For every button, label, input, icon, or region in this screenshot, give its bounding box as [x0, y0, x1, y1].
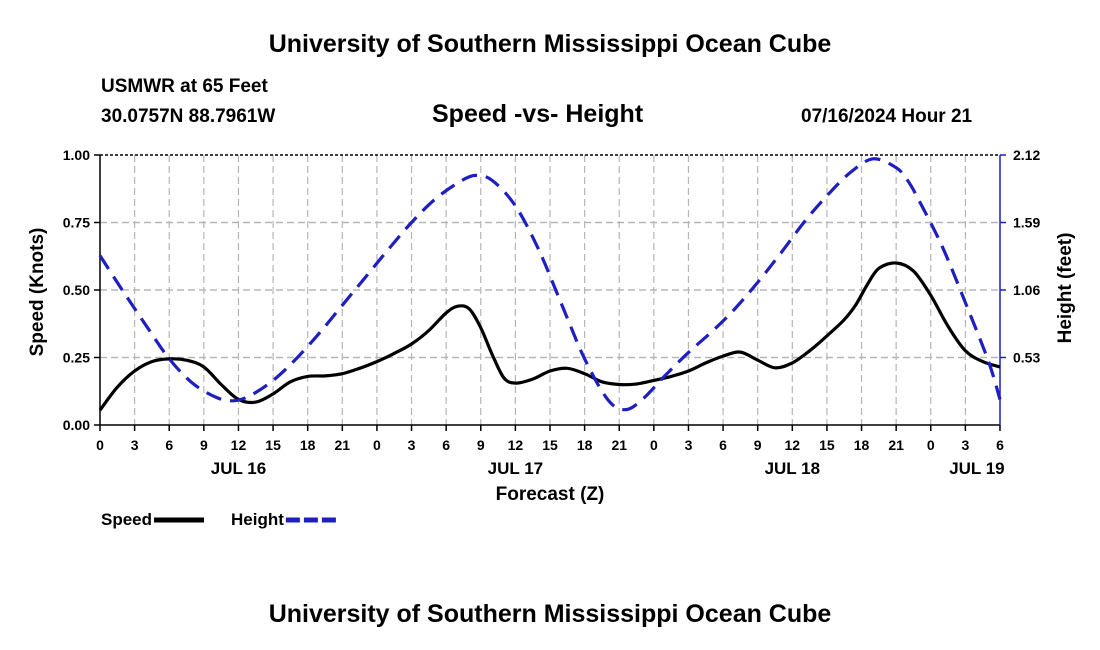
x-tick-label: 15 — [819, 437, 835, 453]
legend: Speed Height — [101, 510, 336, 529]
x-tick-label: 12 — [231, 437, 247, 453]
chart-title: Speed -vs- Height — [432, 100, 644, 128]
x-tick-label: 21 — [611, 437, 627, 453]
axis-ticks: 0 3 6 9 12 15 18 21 0 3 6 9 12 15 18 21 0 3 6 9 12 15 18 21 0 3 6 J… — [63, 147, 1041, 478]
x-tick-label: 18 — [854, 437, 870, 453]
y2-tick-label: 1.06 — [1013, 282, 1040, 298]
x-tick-label: 0 — [373, 437, 381, 453]
y2-tick-label: 1.59 — [1013, 215, 1040, 231]
x-tick-label: 6 — [719, 437, 727, 453]
y-tick-label: 0.50 — [63, 282, 90, 298]
page-title: University of Southern Mississippi Ocean… — [268, 30, 832, 58]
station-coordinates: 30.0757N 88.7961W — [101, 106, 276, 127]
date-label: JUL 16 — [211, 459, 266, 478]
x-tick-label: 21 — [335, 437, 351, 453]
x-tick-label: 18 — [577, 437, 593, 453]
x-tick-label: 0 — [96, 437, 104, 453]
y2-tick-label: 2.12 — [1013, 147, 1040, 163]
x-tick-label: 18 — [300, 437, 316, 453]
y-tick-label: 0.75 — [63, 215, 90, 231]
x-tick-label: 6 — [996, 437, 1004, 453]
date-label: JUL 17 — [488, 459, 543, 478]
x-axis-title: Forecast (Z) — [496, 484, 605, 505]
y-axis-title: Speed (Knots) — [27, 228, 48, 357]
series-lines — [98, 157, 1002, 412]
x-tick-label: 12 — [785, 437, 801, 453]
grid-lines — [100, 155, 1000, 425]
footer-title: University of Southern Mississippi Ocean… — [268, 600, 832, 628]
series-speed-line — [98, 261, 1001, 412]
x-tick-label: 0 — [927, 437, 935, 453]
x-tick-label: 15 — [542, 437, 558, 453]
x-tick-label: 12 — [508, 437, 524, 453]
x-tick-label: 6 — [165, 437, 173, 453]
legend-label-height: Height — [231, 510, 284, 529]
x-tick-label: 3 — [685, 437, 693, 453]
x-tick-label: 9 — [754, 437, 762, 453]
x-tick-label: 21 — [888, 437, 904, 453]
x-tick-label: 9 — [200, 437, 208, 453]
date-label: JUL 18 — [765, 459, 820, 478]
axis-labels: Forecast (Z) Speed (Knots) Height (feet) — [27, 228, 1076, 505]
forecast-timestamp: 07/16/2024 Hour 21 — [801, 106, 973, 127]
x-tick-label: 6 — [442, 437, 450, 453]
y2-tick-label: 0.53 — [1013, 350, 1040, 366]
legend-label-speed: Speed — [101, 510, 152, 529]
station-label: USMWR at 65 Feet — [101, 76, 268, 97]
date-label: JUL 19 — [949, 459, 1004, 478]
y-tick-label: 0.25 — [63, 350, 90, 366]
x-tick-label: 9 — [477, 437, 485, 453]
y-tick-label: 0.00 — [63, 417, 90, 433]
x-tick-label: 0 — [650, 437, 658, 453]
x-tick-label: 3 — [131, 437, 139, 453]
y-tick-label: 1.00 — [63, 147, 90, 163]
x-tick-label: 15 — [265, 437, 281, 453]
x-tick-label: 3 — [961, 437, 969, 453]
series-height-line — [98, 157, 1002, 412]
y2-axis-title: Height (feet) — [1055, 233, 1076, 344]
x-tick-label: 3 — [408, 437, 416, 453]
